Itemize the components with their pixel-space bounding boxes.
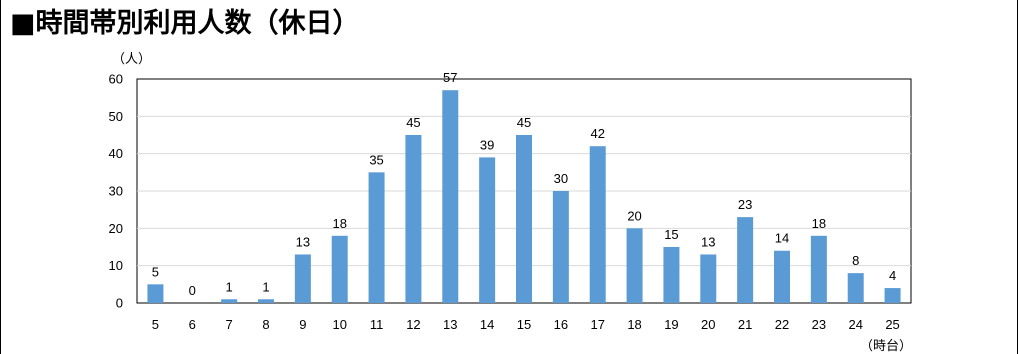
y-tick-label: 30: [109, 184, 123, 199]
bar: [774, 250, 790, 303]
data-label: 45: [406, 115, 420, 130]
data-label: 20: [627, 208, 641, 223]
bar: [405, 135, 422, 303]
y-tick-label: 50: [109, 109, 123, 124]
x-tick-label: 21: [738, 317, 752, 332]
x-tick-label: 23: [812, 317, 826, 332]
data-label: 5: [152, 264, 159, 279]
data-label: 0: [189, 283, 196, 298]
data-label: 18: [332, 216, 346, 231]
bar: [700, 254, 717, 303]
bar: [626, 228, 643, 303]
y-tick-label: 60: [109, 72, 123, 87]
x-tick-label: 8: [262, 317, 269, 332]
x-tick-label: 17: [590, 317, 604, 332]
x-tick-label: 12: [406, 317, 420, 332]
data-label: 15: [664, 227, 678, 242]
x-tick-label: 9: [299, 317, 306, 332]
bar: [368, 172, 385, 303]
data-label: 1: [262, 279, 269, 294]
data-label: 39: [480, 137, 494, 152]
y-axis-unit-label: （人）: [112, 52, 151, 67]
bar: [884, 288, 901, 303]
x-tick-label: 10: [332, 317, 346, 332]
data-label: 14: [775, 231, 789, 246]
data-label: 13: [701, 234, 715, 249]
x-tick-label: 14: [480, 317, 494, 332]
y-tick-label: 20: [109, 221, 123, 236]
bar: [331, 235, 348, 303]
x-tick-label: 13: [443, 317, 457, 332]
data-label: 4: [889, 268, 896, 283]
x-tick-label: 5: [152, 317, 159, 332]
data-label: 18: [812, 216, 826, 231]
data-label: 42: [590, 126, 604, 141]
bar: [552, 191, 569, 303]
page-title: ■時間帯別利用人数（休日）: [10, 8, 360, 39]
x-tick-label: 19: [664, 317, 678, 332]
bar: [479, 157, 496, 303]
bar: [847, 273, 864, 303]
bar: [147, 284, 164, 303]
x-tick-label: 24: [848, 317, 862, 332]
x-tick-label: 20: [701, 317, 715, 332]
bar: [258, 299, 274, 303]
bar: [221, 299, 238, 303]
x-axis-unit-label: （時台）: [860, 339, 912, 354]
x-tick-label: 11: [370, 317, 384, 332]
y-tick-label: 10: [109, 258, 123, 273]
x-tick-label: 18: [627, 317, 641, 332]
x-tick-label: 15: [517, 317, 531, 332]
y-tick-label: 0: [116, 296, 123, 311]
data-label: 8: [852, 253, 859, 268]
data-label: 45: [517, 115, 531, 130]
bar: [442, 90, 459, 303]
x-tick-label: 6: [189, 317, 196, 332]
data-label: 35: [369, 152, 383, 167]
data-label: 23: [738, 197, 752, 212]
bar: [589, 146, 606, 303]
data-label: 13: [296, 234, 310, 249]
data-label: 1: [226, 279, 233, 294]
bar: [663, 247, 680, 303]
data-label: 57: [443, 70, 457, 85]
bar: [810, 235, 827, 303]
bar: [516, 135, 532, 303]
bar: [737, 217, 754, 303]
x-tick-label: 16: [554, 317, 568, 332]
x-tick-label: 25: [885, 317, 899, 332]
x-tick-label: 22: [775, 317, 789, 332]
data-label: 30: [554, 171, 568, 186]
bar: [294, 254, 311, 303]
x-tick-label: 7: [226, 317, 233, 332]
y-tick-label: 40: [109, 146, 123, 161]
